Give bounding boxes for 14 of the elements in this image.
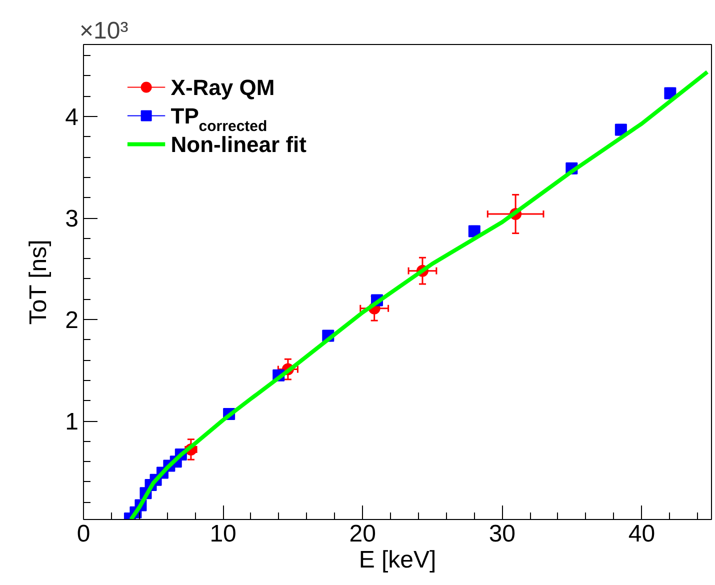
x-tick-label: 0 xyxy=(76,520,90,548)
x-tick-label: 20 xyxy=(349,520,376,548)
legend-label: X-Ray QM xyxy=(170,74,275,100)
annotation: ×10³ xyxy=(80,18,128,44)
y-tick-label: 1 xyxy=(65,408,79,436)
x-axis-title: E [keV] xyxy=(358,546,436,574)
x-tick-label: 40 xyxy=(628,520,656,548)
y-tick-label: 2 xyxy=(65,307,79,334)
legend-label: Non-linear fit xyxy=(170,132,308,157)
x-tick-label: 10 xyxy=(210,520,236,548)
x-tick-label: 30 xyxy=(488,520,516,548)
y-axis-title: ToT [ns] xyxy=(25,240,52,325)
y-tick-label: 4 xyxy=(65,104,79,132)
y-tick-label: 3 xyxy=(65,206,79,233)
